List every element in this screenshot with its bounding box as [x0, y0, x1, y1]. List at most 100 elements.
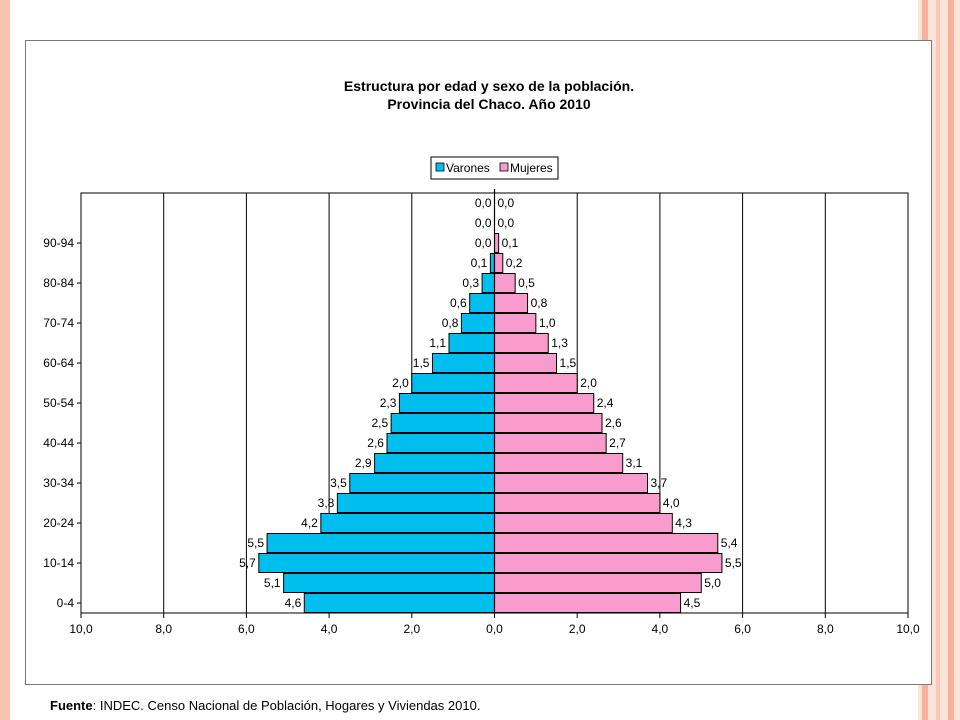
population-pyramid-chart: Estructura por edad y sexo de la poblaci…	[43, 78, 920, 636]
chart-title: Estructura por edad y sexo de la poblaci…	[344, 78, 634, 94]
y-tick-label: 50-54	[43, 396, 74, 410]
bar-mujeres	[494, 433, 607, 453]
data-label-varones: 1,5	[413, 356, 430, 370]
y-tick-label: 10-14	[43, 556, 74, 570]
bar-mujeres	[494, 273, 516, 293]
x-tick-label: 4,0	[652, 622, 669, 636]
data-label-mujeres: 0,8	[531, 296, 548, 310]
bar-mujeres	[494, 533, 719, 553]
x-tick-label: 10,0	[896, 622, 920, 636]
bar-mujeres	[494, 513, 673, 533]
data-label-mujeres: 4,3	[675, 516, 692, 530]
legend-swatch-mujeres	[499, 162, 509, 172]
legend-label-mujeres: Mujeres	[510, 161, 553, 175]
y-tick-label: 80-84	[43, 276, 74, 290]
data-label-varones: 5,1	[264, 576, 281, 590]
data-label-mujeres: 1,3	[551, 336, 568, 350]
bar-mujeres	[494, 293, 529, 313]
data-label-varones: 0,8	[442, 316, 459, 330]
x-tick-label: 0,0	[486, 622, 503, 636]
x-tick-label: 4,0	[321, 622, 338, 636]
data-label-varones: 0,0	[475, 196, 492, 210]
y-tick-label: 40-44	[43, 436, 74, 450]
bar-varones	[489, 253, 495, 273]
data-label-varones: 0,6	[450, 296, 467, 310]
legend-swatch-varones	[435, 162, 445, 172]
bar-mujeres	[494, 373, 578, 393]
x-tick-label: 10,0	[69, 622, 93, 636]
data-label-mujeres: 0,0	[498, 196, 515, 210]
chart-legend: Varones Mujeres	[430, 156, 559, 180]
data-label-mujeres: 2,6	[605, 416, 622, 430]
bar-varones	[349, 473, 495, 493]
data-label-varones: 0,1	[471, 256, 488, 270]
data-label-mujeres: 5,0	[704, 576, 721, 590]
data-label-mujeres: 1,0	[539, 316, 556, 330]
bar-varones	[398, 393, 495, 413]
data-label-varones: 3,5	[330, 476, 347, 490]
data-label-mujeres: 4,0	[663, 496, 680, 510]
y-tick-label: 20-24	[43, 516, 74, 530]
bar-varones	[431, 353, 496, 373]
bar-varones	[336, 493, 495, 513]
source-note: Fuente: INDEC. Censo Nacional de Poblaci…	[50, 698, 480, 713]
data-label-varones: 2,6	[367, 436, 384, 450]
bar-varones	[386, 433, 495, 453]
data-label-mujeres: 3,7	[650, 476, 667, 490]
bar-mujeres	[494, 353, 558, 373]
source-text: : INDEC. Censo Nacional de Población, Ho…	[92, 698, 481, 713]
data-label-varones: 2,9	[355, 456, 372, 470]
legend-frame	[430, 156, 559, 180]
x-tick-label: 8,0	[155, 622, 172, 636]
y-tick-label: 60-64	[43, 356, 74, 370]
bar-varones	[411, 373, 495, 393]
data-label-varones: 4,6	[285, 596, 302, 610]
data-label-mujeres: 0,1	[502, 236, 519, 250]
data-label-mujeres: 1,5	[560, 356, 577, 370]
data-label-varones: 5,7	[239, 556, 256, 570]
y-tick-label: 90-94	[43, 236, 74, 250]
bar-mujeres	[494, 553, 723, 573]
chart-subtitle: Provincia del Chaco. Año 2010	[387, 96, 591, 112]
slide-left-stripe	[0, 0, 10, 720]
data-label-varones: 0,0	[475, 236, 492, 250]
data-label-mujeres: 2,0	[580, 376, 597, 390]
bar-mujeres	[494, 333, 549, 353]
bar-varones	[283, 573, 495, 593]
y-tick-label: 30-34	[43, 476, 74, 490]
bar-varones	[266, 533, 495, 553]
bar-mujeres	[494, 493, 661, 513]
data-label-varones: 2,3	[380, 396, 397, 410]
data-label-mujeres: 5,4	[721, 536, 738, 550]
data-label-mujeres: 0,5	[518, 276, 535, 290]
data-label-varones: 4,2	[301, 516, 318, 530]
bar-mujeres	[494, 453, 624, 473]
bar-varones	[303, 593, 496, 613]
data-label-mujeres: 2,4	[597, 396, 614, 410]
bar-mujeres	[494, 473, 648, 493]
bar-mujeres	[494, 393, 595, 413]
data-label-mujeres: 0,2	[506, 256, 523, 270]
bar-varones	[460, 313, 496, 333]
bar-mujeres	[494, 593, 682, 613]
x-tick-label: 8,0	[817, 622, 834, 636]
bar-varones	[258, 553, 495, 573]
x-tick-label: 6,0	[734, 622, 751, 636]
bar-varones	[448, 333, 496, 353]
data-label-mujeres: 2,7	[609, 436, 626, 450]
bar-varones	[374, 453, 495, 473]
bar-varones	[469, 293, 496, 313]
data-label-mujeres: 4,5	[684, 596, 701, 610]
bar-mujeres	[494, 573, 702, 593]
bar-varones	[390, 413, 495, 433]
y-tick-label: 70-74	[43, 316, 74, 330]
x-tick-label: 2,0	[403, 622, 420, 636]
data-label-varones: 1,1	[429, 336, 446, 350]
data-label-varones: 3,8	[318, 496, 335, 510]
y-tick-label: 0-4	[57, 596, 75, 610]
bar-varones	[481, 273, 496, 293]
legend-label-varones: Varones	[446, 161, 490, 175]
x-tick-label: 6,0	[238, 622, 255, 636]
data-label-varones: 0,0	[475, 216, 492, 230]
bar-mujeres	[494, 233, 500, 253]
